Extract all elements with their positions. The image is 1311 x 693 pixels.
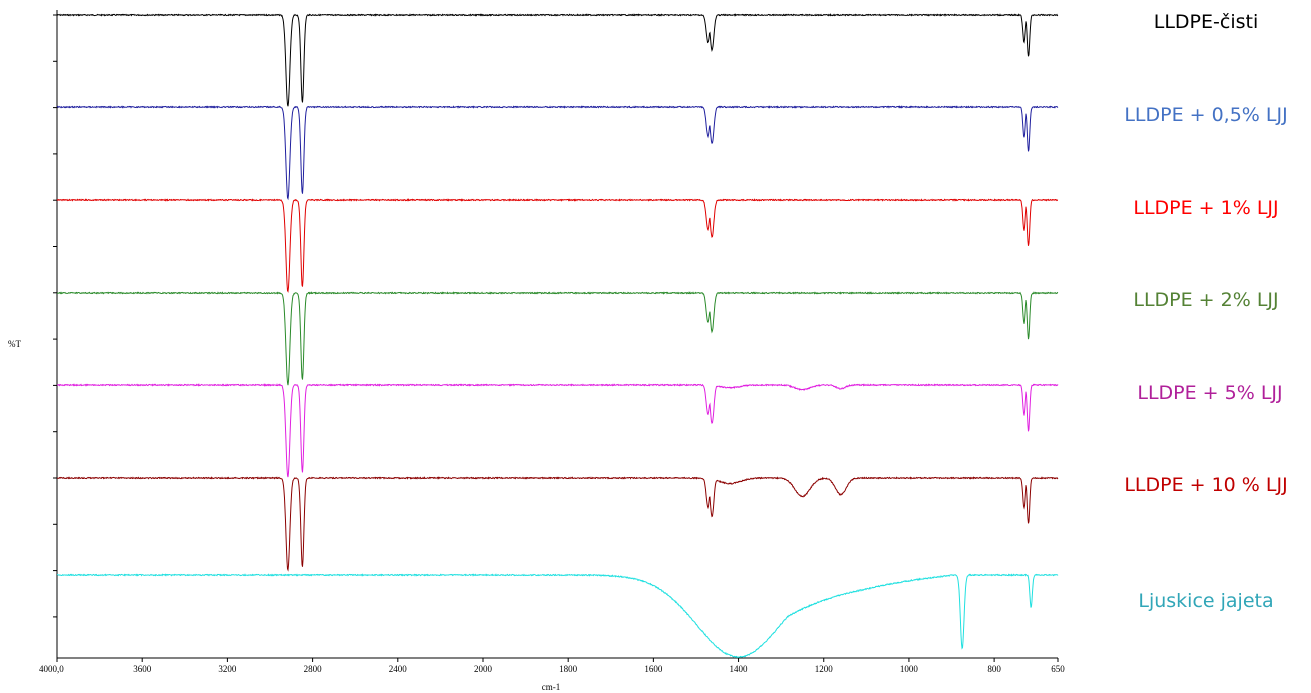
spectrum-label: LLDPE-čisti <box>1154 11 1258 33</box>
x-tick-label: 1800 <box>559 664 578 674</box>
x-tick-label: 800 <box>987 664 1001 674</box>
spectrum-line <box>56 105 1059 201</box>
x-tick-label: 2000 <box>474 664 493 674</box>
x-tick-label: 3200 <box>218 664 237 674</box>
spectrum-label: LLDPE + 10 % LJJ <box>1124 474 1287 496</box>
x-tick-label: 1600 <box>644 664 663 674</box>
spectrum-label: LLDPE + 2% LJJ <box>1133 289 1278 311</box>
spectrum-line <box>56 476 1059 572</box>
x-tick-label: 1400 <box>730 664 749 674</box>
x-tick-label: 2400 <box>389 664 408 674</box>
x-tick-label: 3600 <box>133 664 152 674</box>
x-axis-ticks: 4000,0 3600 3200 2800 2400 2000 1800 1600 1400 12… <box>39 658 1065 674</box>
spectrum-line <box>56 13 1059 107</box>
x-tick-label: 4000,0 <box>39 664 64 674</box>
x-tick-label: 1000 <box>900 664 919 674</box>
spectrum-line <box>56 383 1059 478</box>
x-tick-label: 650 <box>1051 664 1065 674</box>
x-axis-label: cm-1 <box>542 682 561 692</box>
x-tick-label: 1200 <box>815 664 834 674</box>
plot-area <box>56 10 1058 659</box>
y-axis-label: %T <box>8 339 21 349</box>
spectrum-label: LLDPE + 5% LJJ <box>1137 382 1282 404</box>
spectrum-line <box>56 198 1059 293</box>
y-axis-ticks <box>53 14 57 618</box>
x-tick-label: 2800 <box>304 664 323 674</box>
spectrum-label: LLDPE + 0,5% LJJ <box>1124 104 1287 126</box>
spectrum-label: LLDPE + 1% LJJ <box>1133 197 1278 219</box>
spectrum-line <box>56 573 1059 659</box>
spectra <box>56 13 1059 659</box>
spectrum-labels: LLDPE-čisti LLDPE + 0,5% LJJ LLDPE + 1% LJ… <box>1124 11 1287 612</box>
spectrum-label: Ljuskice jajeta <box>1138 590 1273 612</box>
spectrum-line <box>56 291 1059 386</box>
